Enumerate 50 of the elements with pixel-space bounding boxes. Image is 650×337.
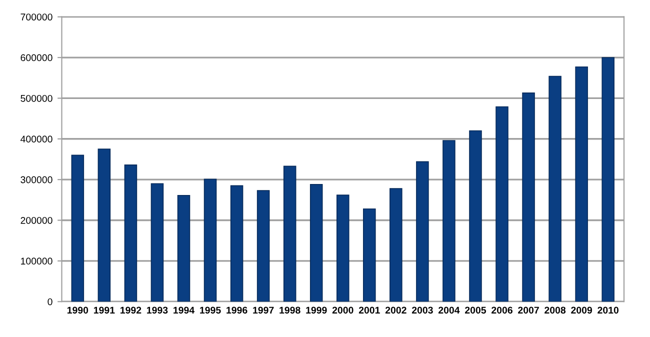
x-tick-label: 2009 [571, 306, 592, 314]
bar [548, 76, 562, 302]
x-tick-label: 1997 [253, 306, 274, 314]
bar [469, 130, 482, 302]
bar [602, 57, 614, 302]
x-tick-label: 1999 [306, 306, 327, 314]
y-tick-label: 400000 [20, 136, 52, 143]
bar [363, 208, 376, 302]
x-tick-label: 2001 [358, 306, 380, 314]
y-tick-label: 700000 [20, 14, 52, 20]
y-tick-label: 200000 [20, 216, 52, 224]
bar [416, 161, 429, 302]
bar [230, 185, 244, 302]
x-tick-label: 2007 [518, 306, 539, 314]
bar [575, 66, 588, 302]
y-tick-label: 300000 [20, 176, 52, 184]
bar [98, 148, 111, 302]
y-tick-label: 100000 [21, 258, 52, 265]
x-tick-label: 2005 [465, 306, 486, 314]
bar [283, 166, 296, 302]
bar [442, 140, 456, 302]
x-tick-label: 2003 [412, 306, 433, 314]
bar [336, 194, 350, 302]
x-tick-label: 1991 [94, 306, 115, 314]
x-tick-label: 2006 [492, 306, 512, 314]
bar [496, 106, 508, 302]
y-tick-label: 500000 [20, 94, 52, 102]
x-tick-label: 2002 [385, 306, 406, 314]
x-tick-label: 1995 [200, 306, 221, 314]
bar [150, 183, 164, 302]
bar [310, 184, 323, 302]
bar [390, 188, 402, 302]
bar [522, 92, 535, 302]
bar [124, 164, 138, 302]
y-tick-label: 600000 [20, 54, 52, 62]
x-tick-label: 2004 [438, 306, 460, 314]
x-tick-label: 1996 [226, 306, 248, 314]
bar [256, 190, 270, 302]
x-tick-label: 1998 [280, 306, 300, 314]
bar [177, 195, 190, 302]
x-tick-label: 1992 [120, 306, 142, 314]
x-tick-label: 1994 [174, 306, 195, 314]
y-tick-label: 0 [48, 298, 52, 306]
x-tick-label: 2000 [332, 306, 354, 314]
x-tick-label: 2010 [598, 306, 619, 314]
x-tick-label: 2008 [544, 306, 566, 314]
x-tick-label: 1993 [147, 306, 168, 314]
bar [204, 178, 217, 302]
x-tick-label: 1990 [67, 306, 88, 314]
bar [71, 154, 84, 302]
